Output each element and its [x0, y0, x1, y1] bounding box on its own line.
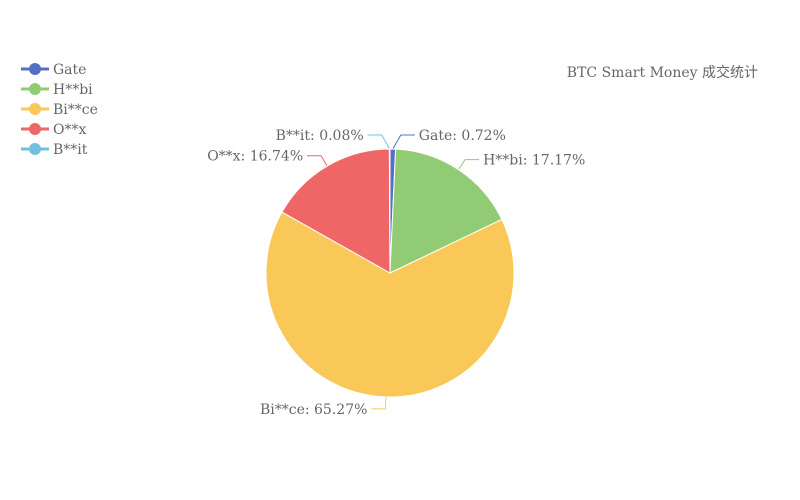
- pie-slice-3[interactable]: [281, 148, 391, 274]
- pie-slice-2[interactable]: [265, 211, 515, 398]
- legend-marker-2: [29, 103, 41, 115]
- legend-item-2[interactable]: Bi**ce: [21, 102, 98, 118]
- pie-label-line-2: [371, 396, 387, 410]
- chart-title: BTC Smart Money 成交统计: [567, 64, 758, 81]
- legend-label-2: Bi**ce: [53, 102, 98, 118]
- legend-label-3: O**x: [53, 122, 86, 138]
- pie-label-lines: [307, 134, 480, 410]
- pie-label-0: Gate: 0.72%: [419, 128, 506, 144]
- legend-marker-4: [29, 143, 41, 155]
- pie-label-4: B**it: 0.08%: [276, 128, 364, 144]
- legend-marker-1: [29, 83, 41, 95]
- pie-label-line-3: [307, 155, 328, 167]
- legend-label-4: B**it: [53, 142, 88, 158]
- pie-slice-4[interactable]: [388, 148, 391, 274]
- legend-marker-0: [29, 63, 41, 75]
- legend-label-1: H**bi: [53, 82, 93, 98]
- legend-label-0: Gate: [53, 62, 86, 78]
- pie-slice-1[interactable]: [389, 148, 503, 274]
- legend: Gate H**bi Bi**ce O**x B**it: [21, 62, 98, 158]
- pie-labels: Gate: 0.72% H**bi: 17.17% Bi**ce: 65.27% O*…: [207, 128, 585, 418]
- pie-label-line-1: [458, 159, 480, 170]
- legend-marker-3: [29, 123, 41, 135]
- pie-label-line-4: [367, 134, 391, 150]
- pie-label-1: H**bi: 17.17%: [483, 153, 585, 169]
- legend-item-1[interactable]: H**bi: [21, 82, 93, 98]
- pie-label-3: O**x: 16.74%: [207, 149, 303, 165]
- legend-item-4[interactable]: B**it: [21, 142, 88, 158]
- pie-label-2: Bi**ce: 65.27%: [260, 402, 367, 418]
- legend-item-0[interactable]: Gate: [21, 62, 86, 78]
- pie-slices: [265, 148, 515, 398]
- pie-label-line-0: [392, 134, 415, 150]
- legend-item-3[interactable]: O**x: [21, 122, 86, 138]
